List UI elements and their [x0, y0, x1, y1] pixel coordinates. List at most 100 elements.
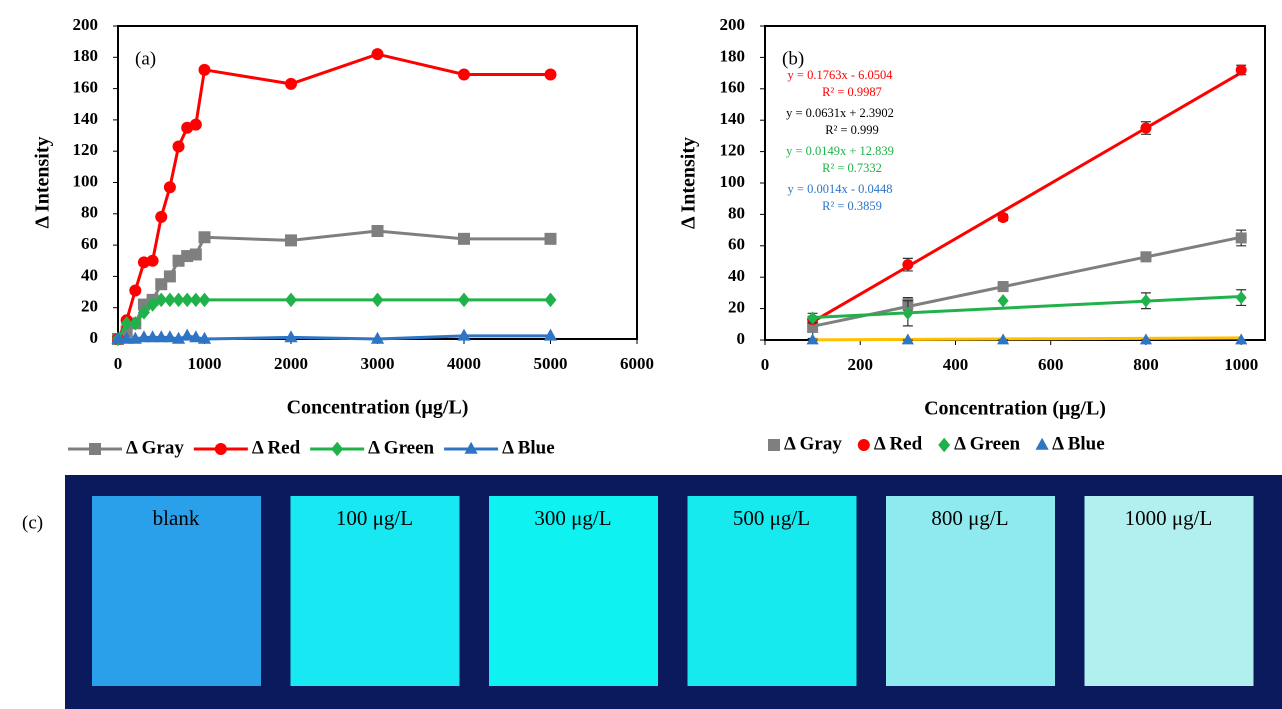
legend-marker: [331, 441, 344, 457]
marker: [285, 292, 297, 308]
y-tick-label: 200: [73, 15, 99, 34]
marker: [997, 294, 1009, 308]
marker: [997, 212, 1009, 224]
marker: [284, 330, 298, 343]
photo-tile: [687, 496, 857, 686]
trendline-r2: R² = 0.3859: [822, 199, 882, 213]
legend-marker: [768, 439, 780, 451]
tile-label: blank: [153, 506, 200, 530]
marker: [457, 328, 471, 341]
tile-label: 1000 μg/L: [1125, 506, 1213, 530]
y-tick-label: 140: [73, 109, 99, 128]
y-tick-label: 80: [728, 203, 745, 222]
marker: [1140, 251, 1152, 263]
x-axis-label: Concentration (μg/L): [924, 398, 1106, 420]
x-tick-label: 0: [761, 355, 770, 374]
marker: [181, 292, 194, 308]
legend-label: Δ Gray: [784, 433, 842, 454]
marker: [371, 225, 384, 238]
y-tick-label: 60: [81, 234, 98, 253]
marker: [1140, 294, 1152, 308]
marker: [111, 331, 125, 344]
marker: [120, 331, 134, 344]
photo-tile: [92, 496, 261, 686]
marker: [172, 140, 185, 153]
legend-label: Δ Gray: [126, 437, 184, 458]
y-tick-label: 40: [728, 266, 745, 285]
legend-label: Δ Blue: [1052, 433, 1105, 454]
marker: [997, 333, 1010, 345]
photo-tile: [886, 496, 1055, 686]
y-tick-label: 180: [73, 46, 99, 65]
trendline-r2: R² = 0.9987: [822, 85, 882, 99]
y-tick-label: 0: [737, 329, 746, 348]
trendline-r2: R² = 0.999: [825, 123, 879, 137]
marker: [172, 292, 185, 308]
x-tick-label: 5000: [534, 354, 568, 373]
x-tick-label: 3000: [361, 354, 395, 373]
y-tick-label: 0: [90, 328, 99, 347]
trendline-equation: y = 0.0014x - 0.0448: [788, 182, 893, 196]
trendline-equation: y = 0.0149x + 12.839: [786, 144, 894, 158]
legend-marker: [89, 443, 101, 455]
y-tick-label: 160: [720, 78, 746, 97]
marker: [544, 232, 557, 245]
panel-label: (a): [135, 48, 156, 69]
marker: [163, 181, 176, 194]
marker: [1235, 333, 1248, 345]
trendline-equation: y = 0.0631x + 2.3902: [786, 106, 894, 120]
marker: [1235, 64, 1247, 76]
y-tick-label: 40: [81, 265, 98, 284]
trendline-r2: R² = 0.7332: [822, 161, 882, 175]
x-tick-label: 400: [943, 355, 969, 374]
legend-label: Δ Green: [368, 437, 434, 458]
marker: [155, 292, 168, 308]
marker: [285, 77, 297, 90]
y-tick-label: 20: [728, 298, 745, 317]
legend-label: Δ Blue: [502, 437, 555, 458]
series-line: [116, 52, 551, 340]
marker: [285, 234, 297, 247]
marker: [902, 259, 914, 271]
marker: [146, 254, 159, 267]
marker: [120, 325, 133, 338]
legend-marker: [857, 439, 870, 451]
y-tick-label: 100: [73, 171, 99, 190]
marker: [198, 63, 211, 76]
y-tick-label: 120: [73, 140, 99, 159]
y-tick-label: 120: [720, 141, 746, 160]
trendline-equation: y = 0.1763x - 6.0504: [788, 68, 894, 82]
marker: [137, 305, 150, 320]
legend-label: Δ Red: [874, 433, 923, 454]
y-tick-label: 180: [720, 46, 746, 65]
photo-tile: [1084, 496, 1254, 686]
trendline: [812, 294, 1242, 320]
photo-background: [65, 475, 1282, 709]
legend-marker: [214, 443, 227, 455]
x-tick-label: 6000: [620, 354, 654, 373]
marker: [163, 330, 177, 343]
legend-label: Δ Red: [252, 437, 301, 458]
marker: [543, 328, 558, 341]
x-tick-label: 1000: [188, 354, 222, 373]
marker: [120, 316, 133, 331]
trendline: [811, 71, 1242, 324]
marker: [163, 270, 176, 283]
panel-label: (b): [782, 48, 804, 69]
marker: [163, 292, 176, 308]
marker: [544, 292, 557, 308]
x-tick-label: 2000: [274, 354, 308, 373]
tile-label: 800 μg/L: [931, 506, 1008, 530]
x-tick-label: 600: [1038, 355, 1064, 374]
series-line: [116, 298, 551, 340]
y-tick-label: 20: [81, 297, 98, 316]
marker: [1139, 333, 1153, 345]
y-axis-label: Δ Intensity: [678, 137, 700, 229]
marker: [1235, 232, 1247, 244]
tile-label: 100 μg/L: [336, 506, 413, 530]
marker: [189, 292, 202, 308]
x-tick-label: 200: [847, 355, 873, 374]
marker: [458, 68, 470, 81]
tile-label: 300 μg/L: [534, 506, 611, 530]
y-tick-label: 80: [81, 203, 98, 222]
